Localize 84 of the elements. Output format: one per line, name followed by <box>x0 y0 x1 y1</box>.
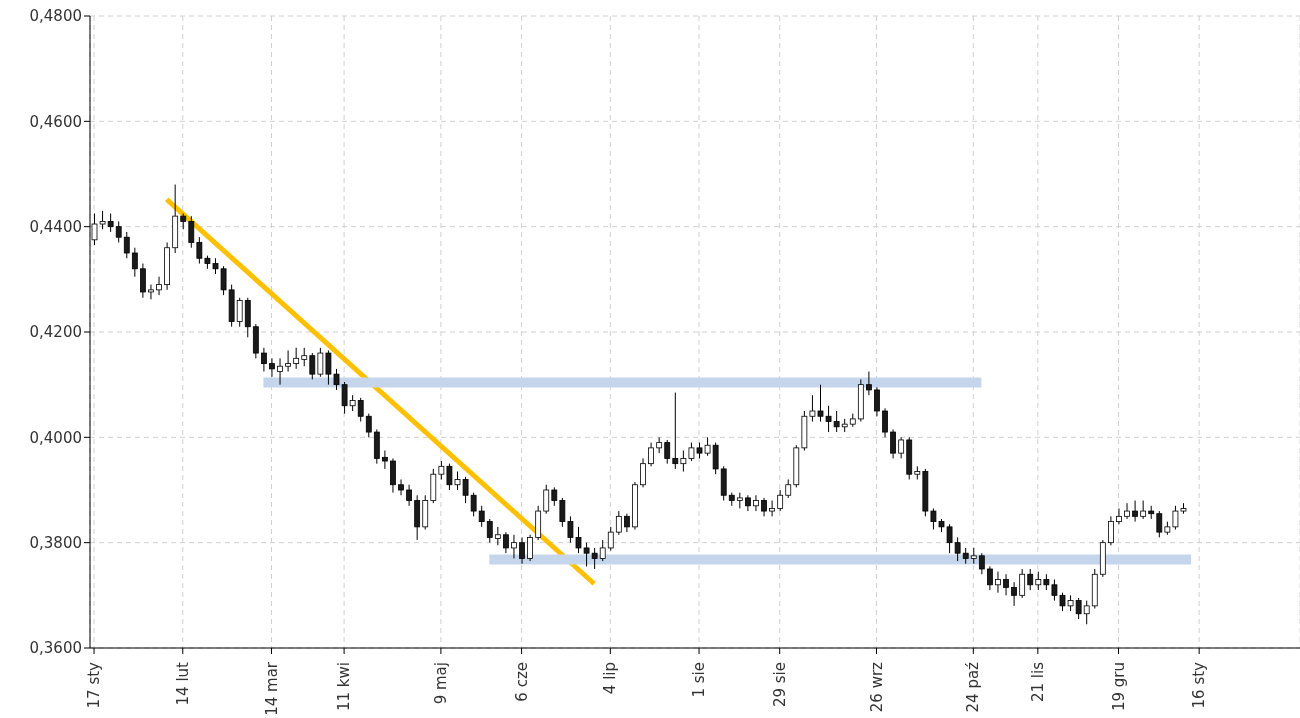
candlestick <box>615 510 622 536</box>
candlestick <box>769 500 775 517</box>
candlestick <box>261 347 267 372</box>
x-tick-label: 6 cze <box>512 662 531 702</box>
candlestick <box>357 397 364 423</box>
candlestick <box>995 571 1001 594</box>
x-tick-label: 26 wrz <box>867 661 886 713</box>
y-tick-label: 0,3800 <box>29 533 82 552</box>
candlestick <box>486 518 493 544</box>
candlestick <box>390 457 396 494</box>
candlestick <box>1003 573 1009 596</box>
candlestick <box>365 413 372 438</box>
candlestick <box>398 478 404 496</box>
candlestick <box>156 276 162 296</box>
candlestick <box>898 436 905 459</box>
y-tick-label: 0,3600 <box>29 639 82 658</box>
candlestick <box>1083 600 1090 625</box>
candlestick <box>293 347 300 370</box>
candlestick <box>785 478 792 499</box>
candlestick <box>599 539 606 562</box>
candlestick <box>309 352 316 380</box>
candlestick <box>123 231 130 259</box>
candlestick <box>1140 500 1147 520</box>
candlestick <box>777 489 784 512</box>
candlestick <box>1156 510 1163 538</box>
y-tick-label: 0,4000 <box>29 428 82 447</box>
x-tick-label: 14 mar <box>262 661 281 716</box>
candlestick <box>761 497 767 517</box>
candlestick <box>1011 581 1017 607</box>
candlestick <box>478 505 485 528</box>
candlestick <box>551 486 558 507</box>
candlestick <box>1019 568 1026 599</box>
candlestick <box>131 247 138 278</box>
candlestick <box>624 513 630 533</box>
candlestick <box>236 297 243 328</box>
candlestick <box>978 552 985 575</box>
candlestick <box>503 531 509 554</box>
candlestick <box>301 347 308 367</box>
candlestick <box>188 215 195 249</box>
candlestick <box>882 407 888 438</box>
candlestick <box>640 457 646 488</box>
candlestick <box>511 534 517 559</box>
candlestick <box>607 526 614 552</box>
candlestick <box>1035 571 1042 591</box>
candlestick <box>269 357 275 378</box>
candlestick <box>874 386 880 417</box>
candlestick <box>866 371 872 396</box>
candlestick <box>543 484 550 515</box>
candlestick <box>277 357 283 386</box>
candlestick <box>115 220 122 243</box>
candlestick <box>1108 515 1114 546</box>
candlestick <box>890 428 896 459</box>
candlestick <box>382 450 388 470</box>
candlestick <box>648 442 654 467</box>
x-tick-label: 11 kwi <box>335 662 354 711</box>
candlestick <box>285 349 291 372</box>
y-tick-label: 0,4400 <box>29 217 82 236</box>
y-tick-label: 0,4600 <box>29 112 82 131</box>
x-tick-label: 16 sty <box>1190 661 1209 709</box>
x-tick-label: 17 sty <box>85 661 104 709</box>
candlestick <box>527 534 533 562</box>
x-tick-label: 9 maj <box>431 662 450 705</box>
candlestick <box>672 392 679 470</box>
candlestick <box>1124 502 1130 520</box>
y-tick-label: 0,4800 <box>29 7 82 26</box>
candlestick <box>987 565 993 591</box>
candlestick <box>140 263 146 299</box>
candlestick <box>1116 507 1122 525</box>
candlestick <box>1027 568 1034 591</box>
candlestick <box>753 494 759 512</box>
candlestick <box>1132 500 1138 523</box>
candlestick <box>519 536 525 565</box>
candlestick <box>664 439 671 465</box>
x-tick-label: 14 lut <box>173 661 192 706</box>
candlestick <box>494 526 501 546</box>
x-tick-label: 24 paź <box>964 661 983 713</box>
x-tick-label: 19 gru <box>1109 662 1128 712</box>
candlestick <box>406 484 412 507</box>
candlestick <box>148 284 154 300</box>
x-tick-label: 1 sie <box>690 662 709 698</box>
x-tick-label: 29 sie <box>770 662 789 708</box>
x-tick-label: 4 lip <box>601 662 620 695</box>
y-tick-label: 0,4200 <box>29 323 82 342</box>
x-tick-label: 21 lis <box>1028 661 1047 703</box>
